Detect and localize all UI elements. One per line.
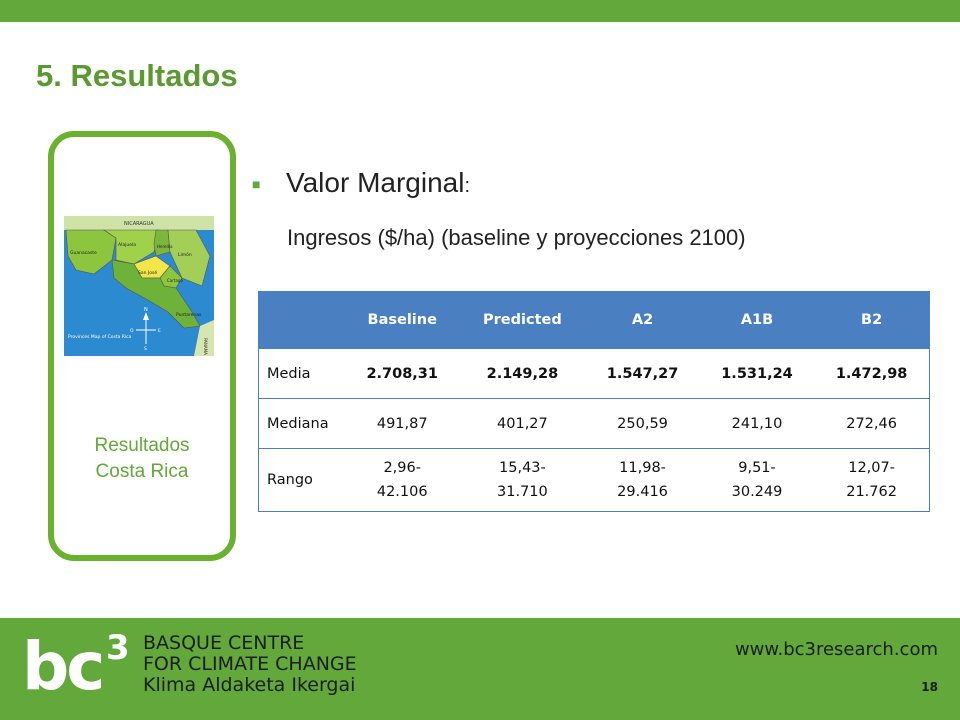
organization-name: BASQUE CENTRE FOR CLIMATE CHANGE Klima A… (143, 633, 357, 696)
org-line-2: FOR CLIMATE CHANGE (143, 653, 357, 675)
map-label-cartago: Cartago (167, 278, 183, 283)
table-header-row: Baseline Predicted A2 A1B B2 (258, 291, 930, 349)
header-cell-a1b: A1B (699, 291, 815, 349)
table-cell: 2.149,28 (459, 349, 586, 399)
table-cell: 2.708,31 (345, 349, 460, 399)
side-panel-card: NICARAGUA Alajuela Heredia Guanacaste Li… (48, 131, 236, 561)
row-label: Rango (258, 448, 345, 512)
costa-rica-map-graphic: NICARAGUA Alajuela Heredia Guanacaste Li… (64, 216, 214, 356)
table-cell: 401,27 (459, 398, 586, 449)
caption-line-1: Resultados (94, 435, 190, 456)
row-label: Mediana (258, 398, 345, 449)
row-label: Media (258, 349, 345, 399)
map-label-panama: PANAMA (203, 338, 208, 355)
table-row-media: Media 2.708,31 2.149,28 1.547,27 1.531,2… (258, 349, 930, 399)
org-line-3: Klima Aldaketa Ikergai (143, 674, 356, 696)
svg-text:S: S (144, 346, 147, 352)
table-cell: 250,59 (585, 398, 700, 449)
header-cell-empty (258, 291, 345, 349)
heading-text: Valor Marginal (286, 167, 465, 198)
table-cell: 11,98- 29.416 (585, 448, 700, 512)
svg-text:O: O (130, 328, 134, 334)
header-cell-a2: A2 (585, 291, 700, 349)
table-row-rango: Rango 2,96- 42.106 15,43- 31.710 11,98- 29.… (258, 448, 930, 512)
section-heading: Valor Marginal: (286, 167, 470, 199)
side-panel-caption: Resultados Costa Rica (54, 433, 230, 485)
table-cell: 1.472,98 (814, 349, 930, 399)
bc3-logo-superscript: 3 (106, 628, 130, 668)
website-url: www.bc3research.com (734, 639, 938, 660)
bc3-logo: bc (22, 628, 105, 705)
map-label-limon: Limón (178, 251, 192, 258)
map-label-guanacaste: Guanacaste (70, 250, 97, 256)
header-cell-baseline: Baseline (345, 291, 460, 349)
table-row-mediana: Mediana 491,87 401,27 250,59 241,10 272,… (258, 398, 930, 449)
top-green-bar (0, 0, 960, 22)
results-table: Baseline Predicted A2 A1B B2 Media 2.708… (258, 291, 930, 512)
map-label-san-jose: San José (138, 269, 157, 276)
map-label-heredia: Heredia (157, 244, 173, 249)
heading-colon: : (464, 175, 471, 197)
section-subheading: Ingresos ($/ha) (baseline y proyecciones… (287, 225, 746, 250)
page-number: 18 (921, 680, 938, 694)
table-cell: 491,87 (345, 398, 460, 449)
svg-text:E: E (158, 328, 161, 334)
slide-title: 5. Resultados (36, 58, 238, 93)
map-label-nicaragua: NICARAGUA (124, 221, 154, 227)
map-legend: Provinces Map of Costa Rica (68, 334, 132, 340)
svg-text:N: N (144, 307, 148, 313)
table-cell: 1.531,24 (699, 349, 815, 399)
compass-icon: N S O E (130, 307, 161, 352)
table-cell: 272,46 (814, 398, 930, 449)
table-cell: 15,43- 31.710 (459, 448, 586, 512)
caption-line-2: Costa Rica (95, 461, 189, 482)
table-cell: 1.547,27 (585, 349, 700, 399)
table-cell: 2,96- 42.106 (345, 448, 460, 512)
table-cell: 241,10 (699, 398, 815, 449)
map-label-puntarenas: Puntarenas (176, 312, 202, 318)
header-cell-predicted: Predicted (459, 291, 586, 349)
square-bullet-icon: ■ (252, 176, 261, 192)
table-cell: 12,07- 21.762 (814, 448, 930, 512)
table-cell: 9,51- 30.249 (699, 448, 815, 512)
org-line-1: BASQUE CENTRE (143, 632, 305, 654)
costa-rica-map: NICARAGUA Alajuela Heredia Guanacaste Li… (64, 216, 214, 356)
map-label-alajuela: Alajuela (118, 242, 136, 248)
header-cell-b2: B2 (814, 291, 930, 349)
footer-bar: bc 3 BASQUE CENTRE FOR CLIMATE CHANGE Kl… (0, 618, 960, 720)
